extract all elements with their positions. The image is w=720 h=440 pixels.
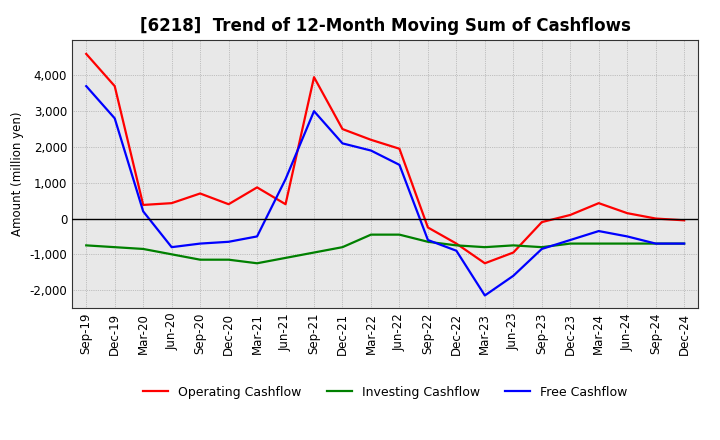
Operating Cashflow bbox=[480, 260, 489, 266]
Free Cashflow bbox=[423, 237, 432, 242]
Free Cashflow bbox=[366, 148, 375, 153]
Free Cashflow bbox=[310, 109, 318, 114]
Operating Cashflow bbox=[366, 137, 375, 143]
Free Cashflow bbox=[395, 162, 404, 168]
Line: Investing Cashflow: Investing Cashflow bbox=[86, 235, 684, 263]
Investing Cashflow bbox=[480, 245, 489, 250]
Operating Cashflow bbox=[623, 210, 631, 216]
Operating Cashflow bbox=[595, 201, 603, 206]
Free Cashflow bbox=[225, 239, 233, 245]
Operating Cashflow bbox=[652, 216, 660, 221]
Operating Cashflow bbox=[167, 201, 176, 206]
Investing Cashflow bbox=[423, 239, 432, 245]
Free Cashflow bbox=[623, 234, 631, 239]
Investing Cashflow bbox=[566, 241, 575, 246]
Investing Cashflow bbox=[139, 246, 148, 252]
Operating Cashflow bbox=[139, 202, 148, 208]
Investing Cashflow bbox=[680, 241, 688, 246]
Y-axis label: Amount (million yen): Amount (million yen) bbox=[11, 112, 24, 236]
Line: Operating Cashflow: Operating Cashflow bbox=[86, 54, 684, 263]
Investing Cashflow bbox=[338, 245, 347, 250]
Operating Cashflow bbox=[310, 74, 318, 80]
Operating Cashflow bbox=[452, 241, 461, 246]
Investing Cashflow bbox=[623, 241, 631, 246]
Operating Cashflow bbox=[423, 225, 432, 230]
Operating Cashflow bbox=[110, 84, 119, 89]
Free Cashflow bbox=[537, 246, 546, 252]
Free Cashflow bbox=[480, 293, 489, 298]
Investing Cashflow bbox=[366, 232, 375, 237]
Operating Cashflow bbox=[225, 202, 233, 207]
Free Cashflow bbox=[566, 237, 575, 242]
Investing Cashflow bbox=[395, 232, 404, 237]
Investing Cashflow bbox=[652, 241, 660, 246]
Investing Cashflow bbox=[82, 243, 91, 248]
Investing Cashflow bbox=[196, 257, 204, 262]
Line: Free Cashflow: Free Cashflow bbox=[86, 86, 684, 296]
Operating Cashflow bbox=[566, 213, 575, 218]
Free Cashflow bbox=[139, 209, 148, 214]
Investing Cashflow bbox=[509, 243, 518, 248]
Free Cashflow bbox=[452, 248, 461, 253]
Investing Cashflow bbox=[225, 257, 233, 262]
Free Cashflow bbox=[82, 84, 91, 89]
Free Cashflow bbox=[196, 241, 204, 246]
Investing Cashflow bbox=[282, 255, 290, 260]
Title: [6218]  Trend of 12-Month Moving Sum of Cashflows: [6218] Trend of 12-Month Moving Sum of C… bbox=[140, 17, 631, 35]
Investing Cashflow bbox=[595, 241, 603, 246]
Free Cashflow bbox=[509, 273, 518, 279]
Investing Cashflow bbox=[310, 250, 318, 255]
Operating Cashflow bbox=[253, 185, 261, 190]
Operating Cashflow bbox=[395, 146, 404, 151]
Free Cashflow bbox=[282, 176, 290, 182]
Operating Cashflow bbox=[282, 202, 290, 207]
Investing Cashflow bbox=[110, 245, 119, 250]
Investing Cashflow bbox=[452, 243, 461, 248]
Operating Cashflow bbox=[509, 250, 518, 255]
Free Cashflow bbox=[680, 241, 688, 246]
Free Cashflow bbox=[110, 116, 119, 121]
Free Cashflow bbox=[652, 241, 660, 246]
Operating Cashflow bbox=[537, 220, 546, 225]
Operating Cashflow bbox=[196, 191, 204, 196]
Operating Cashflow bbox=[680, 218, 688, 223]
Free Cashflow bbox=[338, 141, 347, 146]
Free Cashflow bbox=[253, 234, 261, 239]
Free Cashflow bbox=[167, 245, 176, 250]
Investing Cashflow bbox=[537, 245, 546, 250]
Investing Cashflow bbox=[253, 260, 261, 266]
Free Cashflow bbox=[595, 228, 603, 234]
Operating Cashflow bbox=[82, 51, 91, 57]
Operating Cashflow bbox=[338, 126, 347, 132]
Legend: Operating Cashflow, Investing Cashflow, Free Cashflow: Operating Cashflow, Investing Cashflow, … bbox=[138, 381, 632, 404]
Investing Cashflow bbox=[167, 252, 176, 257]
